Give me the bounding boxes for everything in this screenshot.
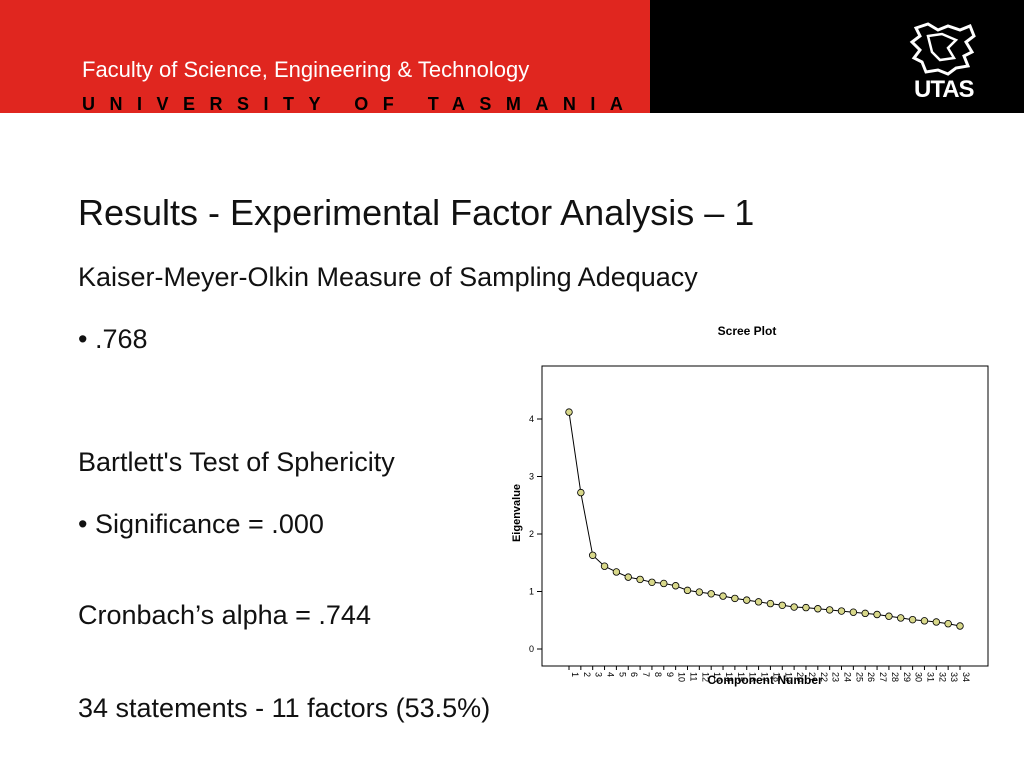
chart-title: Scree Plot — [718, 324, 777, 338]
data-point — [766, 599, 775, 608]
data-point — [873, 610, 881, 619]
y-tick-label: 4 — [529, 414, 534, 424]
x-tick-label: 15 — [736, 672, 746, 682]
data-point — [577, 488, 585, 497]
x-tick-label: 5 — [617, 672, 627, 677]
x-tick-label: 33 — [949, 672, 959, 682]
x-tick-label: 31 — [925, 672, 935, 682]
data-point — [660, 579, 668, 588]
x-tick-label: 24 — [843, 672, 853, 682]
data-point — [944, 620, 952, 628]
x-tick-label: 8 — [653, 672, 663, 677]
x-tick-label: 3 — [594, 672, 604, 677]
data-point — [849, 608, 858, 616]
x-tick-label: 14 — [724, 672, 734, 682]
kmo-label: Kaiser-Meyer-Olkin Measure of Sampling A… — [78, 262, 698, 292]
x-tick-label: 20 — [795, 672, 805, 682]
x-tick-label: 9 — [665, 672, 675, 677]
x-tick-label: 23 — [831, 672, 841, 682]
bartlett-value: • Significance = .000 — [78, 509, 324, 539]
x-tick-label: 12 — [700, 672, 710, 682]
data-point — [825, 606, 834, 614]
x-tick-label: 26 — [866, 672, 876, 682]
x-tick-label: 17 — [760, 672, 770, 682]
x-tick-label: 29 — [902, 672, 912, 682]
x-tick-label: 2 — [582, 672, 592, 677]
faculty-name: Faculty of Science, Engineering & Techno… — [82, 57, 530, 82]
series-eigenvalues — [565, 408, 964, 630]
x-axis-label: Component Number — [707, 673, 823, 687]
x-tick-label: 13 — [712, 672, 722, 682]
data-point — [719, 592, 727, 600]
university-name: UNIVERSITY OF TASMANIA — [82, 94, 638, 114]
data-point — [636, 575, 644, 584]
plot-frame — [541, 365, 989, 667]
header-black-band — [650, 0, 1024, 113]
x-tick-label: 6 — [629, 672, 639, 677]
x-tick-label: 21 — [807, 672, 817, 682]
x-tick-label: 34 — [961, 672, 971, 682]
y-tick-label: 2 — [529, 529, 534, 539]
x-tick-label: 19 — [783, 672, 793, 682]
data-point — [731, 594, 739, 603]
data-point — [707, 590, 715, 598]
x-tick-label: 1 — [570, 672, 580, 677]
y-axis-label: Eigenvalue — [511, 484, 523, 542]
y-tick-label: 1 — [529, 587, 534, 597]
bartlett-label: Bartlett's Test of Sphericity — [78, 447, 395, 477]
cronbach-alpha: Cronbach’s alpha = .744 — [78, 600, 371, 630]
data-point — [837, 607, 846, 615]
y-axis: 0 1 2 3 4 — [529, 414, 542, 654]
data-point — [956, 622, 964, 630]
statements-summary: 34 statements - 11 factors (53.5%) — [78, 693, 491, 723]
data-point — [624, 573, 632, 581]
data-point — [790, 603, 798, 611]
x-tick-label: 32 — [937, 672, 947, 682]
y-tick-label: 3 — [529, 472, 534, 482]
data-point — [600, 562, 609, 570]
series-line — [568, 412, 961, 627]
data-point — [565, 408, 573, 416]
data-point — [588, 551, 597, 559]
slide-header: Faculty of Science, Engineering & Techno… — [0, 0, 1024, 114]
data-point — [885, 612, 893, 620]
x-tick-label: 18 — [771, 672, 781, 682]
data-point — [671, 582, 680, 590]
x-tick-label: 22 — [819, 672, 829, 682]
data-point — [648, 578, 656, 586]
x-tick-label: 28 — [890, 672, 900, 682]
data-point — [778, 601, 786, 609]
kmo-value: • .768 — [78, 324, 148, 354]
x-tick-label: 25 — [854, 672, 864, 682]
data-point — [743, 596, 751, 604]
data-point — [861, 609, 869, 618]
x-tick-label: 7 — [641, 672, 651, 677]
x-tick-label: 4 — [606, 672, 616, 677]
data-point — [683, 586, 692, 595]
data-point — [754, 598, 763, 606]
x-tick-label: 30 — [914, 672, 924, 682]
data-point — [814, 605, 822, 613]
x-axis: 1 2 3 4 5 6 7 8 9 10 11 12 13 14 15 16 17 18 19 20 21 22 23 24 2… — [568, 666, 971, 682]
data-point — [897, 614, 905, 622]
lion-crest-icon — [909, 22, 976, 76]
data-point — [908, 615, 917, 624]
data-point — [932, 618, 941, 626]
utas-logo-text: UTAS — [914, 76, 975, 103]
slide-title: Results - Experimental Factor Analysis –… — [78, 192, 755, 233]
y-tick-label: 0 — [529, 644, 534, 654]
data-point — [612, 568, 621, 576]
data-point — [920, 617, 929, 625]
data-point — [802, 603, 810, 612]
x-tick-label: 10 — [677, 672, 687, 682]
x-tick-label: 16 — [748, 672, 758, 682]
data-point — [695, 588, 704, 596]
x-tick-label: 27 — [878, 672, 888, 682]
header-red-band — [0, 0, 650, 113]
x-tick-label: 11 — [688, 672, 698, 681]
